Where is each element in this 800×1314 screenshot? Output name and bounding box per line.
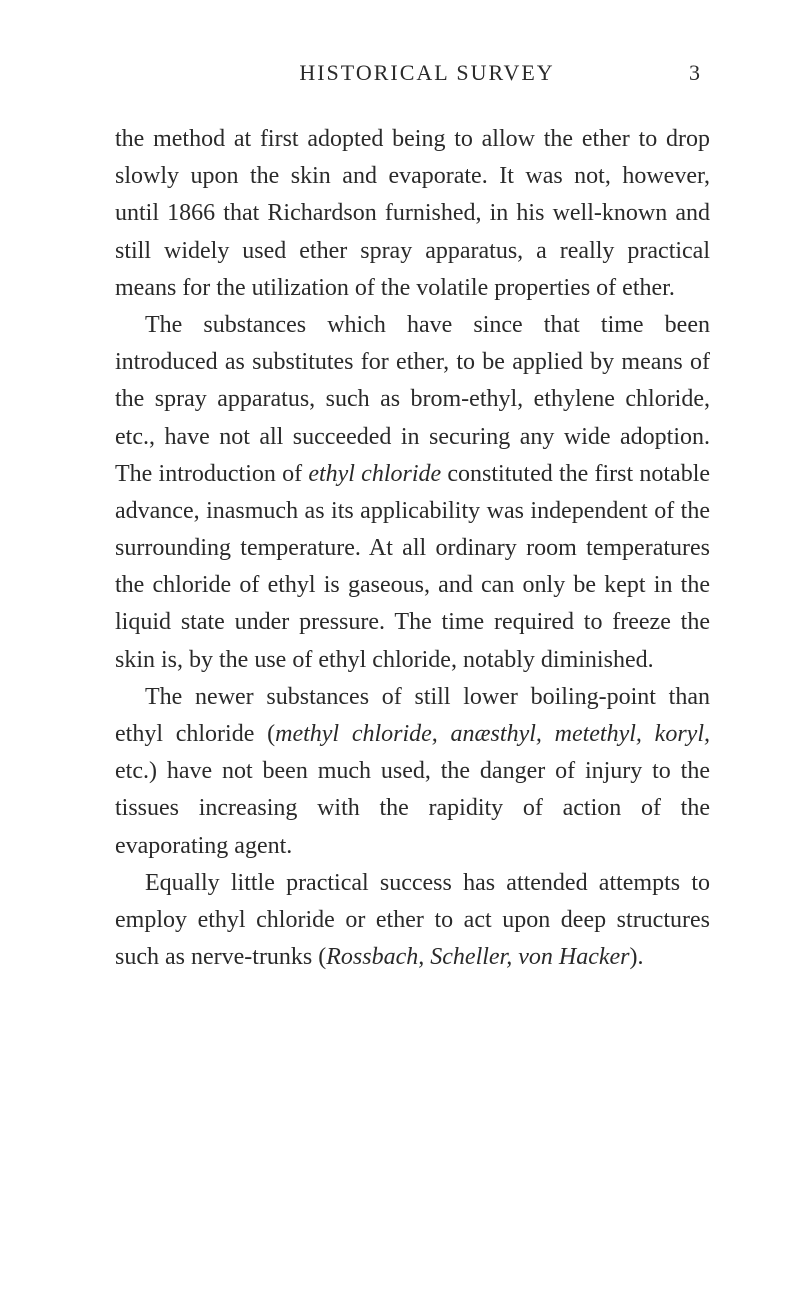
header-title: HISTORICAL SURVEY [165,60,689,86]
paragraph-4-part2: ). [630,944,644,970]
paragraph-4: Equally little practical success has att… [115,865,710,977]
paragraph-3-part2: etc.) have not been much used, the dange… [115,758,710,858]
paragraph-2-italic1: ethyl chloride [308,461,441,487]
page-number: 3 [689,60,700,86]
paragraph-1-text: the method at first adopted being to all… [115,126,710,301]
paragraph-2-part2: constituted the first notable advance, i… [115,461,710,673]
body-text: the method at first adopted being to all… [115,121,710,976]
page-header: HISTORICAL SURVEY 3 [115,60,710,86]
paragraph-1: the method at first adopted being to all… [115,121,710,307]
paragraph-3: The newer substances of still lower boil… [115,679,710,865]
paragraph-4-italic1: Rossbach, Scheller, von Hacker [326,944,629,970]
paragraph-2: The substances which have since that tim… [115,307,710,679]
paragraph-3-italic1: methyl chloride, anæsthyl, metethyl, kor… [275,721,710,747]
